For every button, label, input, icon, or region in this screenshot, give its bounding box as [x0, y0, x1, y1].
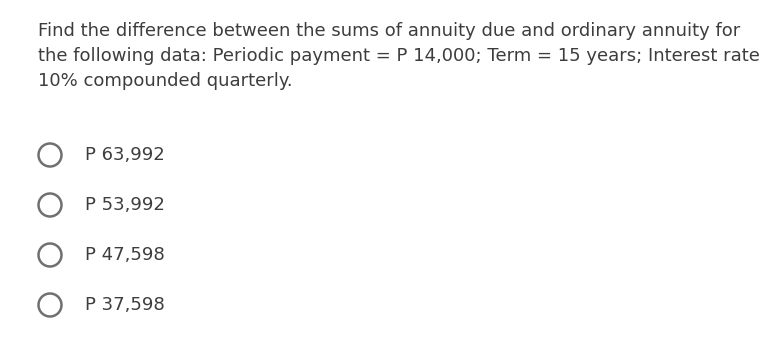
Text: the following data: Periodic payment = P 14,000; Term = 15 years; Interest rate : the following data: Periodic payment = P…	[38, 47, 767, 65]
Text: P 37,598: P 37,598	[85, 296, 165, 314]
Text: P 47,598: P 47,598	[85, 246, 165, 264]
Text: P 63,992: P 63,992	[85, 146, 165, 164]
Text: P 53,992: P 53,992	[85, 196, 165, 214]
Text: 10% compounded quarterly.: 10% compounded quarterly.	[38, 72, 293, 90]
Text: Find the difference between the sums of annuity due and ordinary annuity for: Find the difference between the sums of …	[38, 22, 740, 40]
